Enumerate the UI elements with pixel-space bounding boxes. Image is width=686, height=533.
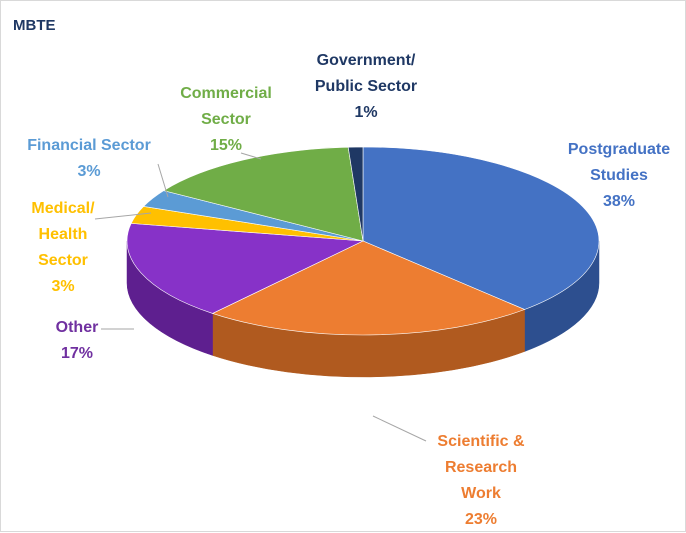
slice-label-line: Scientific & <box>437 433 525 450</box>
slice-label-line: Sector <box>38 252 88 269</box>
slice-label-line: Research <box>445 459 517 476</box>
slice-label-line: Commercial <box>180 85 272 102</box>
pie-slice <box>162 146 364 242</box>
pie-slice <box>126 223 365 314</box>
slice-percent: 3% <box>51 278 74 295</box>
slice-label: Postgraduate Studies 38% <box>568 141 670 210</box>
leader-lines <box>94 152 427 442</box>
slice-label: Government/Public Sector 1% <box>315 52 417 121</box>
slice-label: Commercial Sector 15% <box>180 85 272 154</box>
leader-line <box>157 163 169 198</box>
slice-label: Scientific & Research Work 23% <box>437 433 525 528</box>
slice-label-line: Health <box>39 226 88 243</box>
leader-line <box>94 212 152 220</box>
pie-slice <box>362 146 600 310</box>
slice-label-line: Other <box>56 319 99 336</box>
slice-label-line: Medical/ <box>31 200 95 217</box>
slice-label-line: Financial Sector <box>27 137 151 154</box>
slice-percent: 38% <box>603 193 635 210</box>
slice-label: Other 17% <box>56 319 99 362</box>
leader-line <box>372 415 427 442</box>
pie-slice <box>347 146 364 242</box>
slice-labels: Postgraduate Studies 38% Scientific & Resear… <box>27 52 670 528</box>
pie-slice <box>211 240 526 336</box>
slice-label-line: Work <box>461 485 501 502</box>
chart-title: MBTE <box>13 17 56 34</box>
slice-percent: 1% <box>354 104 377 121</box>
slice-label-line: Government/ <box>317 52 416 69</box>
slice-label-line: Studies <box>590 167 648 184</box>
slice-percent: 15% <box>210 137 242 154</box>
slice-label-line: Public Sector <box>315 78 417 95</box>
leader-line <box>240 152 262 160</box>
pie-tops <box>126 146 600 336</box>
slice-label: Medical/Health Sector 3% <box>31 200 95 295</box>
slice-percent: 17% <box>61 345 93 362</box>
slice-label-line: Sector <box>201 111 251 128</box>
slice-label-line: Postgraduate <box>568 141 670 158</box>
slice-percent: 23% <box>465 511 497 528</box>
slice-percent: 3% <box>77 163 100 180</box>
slice-label: Financial Sector 3% <box>27 137 151 180</box>
